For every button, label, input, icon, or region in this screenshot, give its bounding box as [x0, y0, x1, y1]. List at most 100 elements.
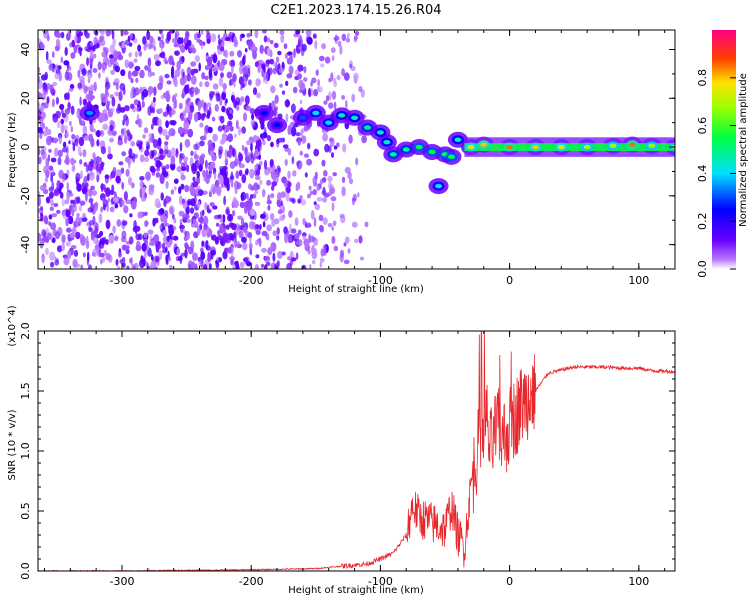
noise-speck: [65, 241, 71, 247]
noise-speck: [265, 79, 268, 85]
noise-speck: [185, 31, 190, 39]
noise-speck: [245, 192, 249, 199]
noise-speck: [242, 242, 248, 251]
noise-speck: [163, 56, 167, 63]
noise-speck: [230, 258, 234, 266]
noise-speck: [313, 89, 319, 97]
noise-speck: [123, 191, 128, 201]
noise-speck: [209, 202, 215, 207]
noise-speck: [88, 90, 94, 96]
noise-speck: [270, 193, 275, 199]
noise-speck: [266, 235, 270, 241]
noise-speck: [170, 147, 177, 157]
noise-speck: [128, 62, 134, 68]
noise-speck: [38, 74, 41, 84]
noise-speck: [100, 161, 104, 170]
noise-speck: [53, 203, 59, 207]
noise-speck: [159, 208, 165, 215]
noise-speck: [249, 247, 253, 256]
noise-speck: [227, 120, 233, 127]
noise-speck: [82, 98, 88, 106]
ridge-core: [648, 143, 656, 149]
noise-speck: [316, 185, 320, 192]
noise-speck: [74, 34, 78, 44]
noise-speck: [241, 126, 247, 134]
noise-speck: [269, 158, 274, 168]
noise-speck: [203, 223, 208, 231]
noise-speck: [179, 195, 183, 206]
noise-speck: [283, 43, 288, 50]
colorbar-tick-label: 0.6: [696, 117, 709, 135]
noise-speck: [364, 221, 369, 228]
noise-speck: [207, 228, 213, 237]
noise-speck: [141, 100, 145, 108]
noise-speck: [142, 35, 147, 45]
noise-speck: [128, 148, 133, 158]
noise-speck: [284, 179, 289, 188]
noise-speck: [331, 55, 335, 61]
noise-speck: [348, 178, 354, 185]
noise-speck: [106, 100, 111, 106]
noise-speck: [120, 69, 126, 77]
noise-speck: [270, 242, 277, 252]
noise-speck: [87, 173, 90, 182]
noise-speck: [325, 95, 330, 102]
noise-speck: [300, 128, 303, 137]
noise-speck: [94, 201, 98, 211]
noise-speck: [155, 243, 160, 253]
noise-speck: [235, 170, 240, 179]
noise-speck: [182, 213, 189, 221]
noise-speck: [284, 233, 289, 244]
noise-speck: [65, 227, 72, 233]
noise-speck: [42, 30, 49, 35]
noise-speck: [322, 247, 327, 256]
y-tick-label: 20: [19, 91, 32, 105]
noise-speck: [189, 101, 194, 110]
noise-speck: [232, 210, 236, 217]
noise-speck: [308, 185, 312, 191]
noise-speck: [153, 53, 160, 61]
noise-speck: [68, 87, 74, 92]
noise-speck: [92, 215, 96, 225]
noise-speck: [254, 164, 258, 171]
noise-speck: [228, 113, 233, 120]
noise-speck: [319, 226, 324, 233]
noise-speck: [121, 199, 125, 207]
noise-speck: [262, 139, 266, 146]
noise-speck: [98, 72, 101, 79]
noise-speck: [279, 30, 285, 35]
noise-speck: [66, 191, 70, 202]
noise-speck: [255, 229, 261, 236]
noise-speck: [229, 59, 234, 67]
noise-speck: [294, 217, 299, 226]
noise-speck: [111, 184, 115, 193]
noise-speck: [120, 167, 125, 174]
noise-speck: [258, 154, 261, 160]
noise-speck: [105, 239, 109, 245]
noise-speck: [46, 59, 52, 65]
noise-speck: [208, 191, 212, 198]
noise-speck: [173, 178, 179, 184]
noise-speck: [293, 48, 296, 59]
noise-speck: [97, 156, 102, 163]
noise-speck: [276, 192, 282, 201]
noise-speck: [40, 206, 44, 211]
noise-speck: [161, 128, 168, 137]
noise-speck: [118, 252, 122, 259]
ridge-core: [531, 144, 539, 150]
noise-speck: [231, 64, 234, 75]
noise-speck: [320, 63, 325, 68]
noise-speck: [314, 171, 318, 181]
noise-speck: [186, 97, 191, 103]
noise-speck: [235, 96, 241, 106]
noise-speck: [327, 175, 333, 182]
colorbar-tick-label: 0.2: [696, 212, 709, 230]
noise-speck: [69, 192, 74, 197]
noise-speck: [271, 185, 275, 191]
noise-speck: [204, 81, 210, 88]
noise-speck: [196, 176, 201, 185]
noise-speck: [344, 236, 350, 244]
noise-speck: [209, 91, 214, 99]
noise-speck: [218, 149, 222, 159]
